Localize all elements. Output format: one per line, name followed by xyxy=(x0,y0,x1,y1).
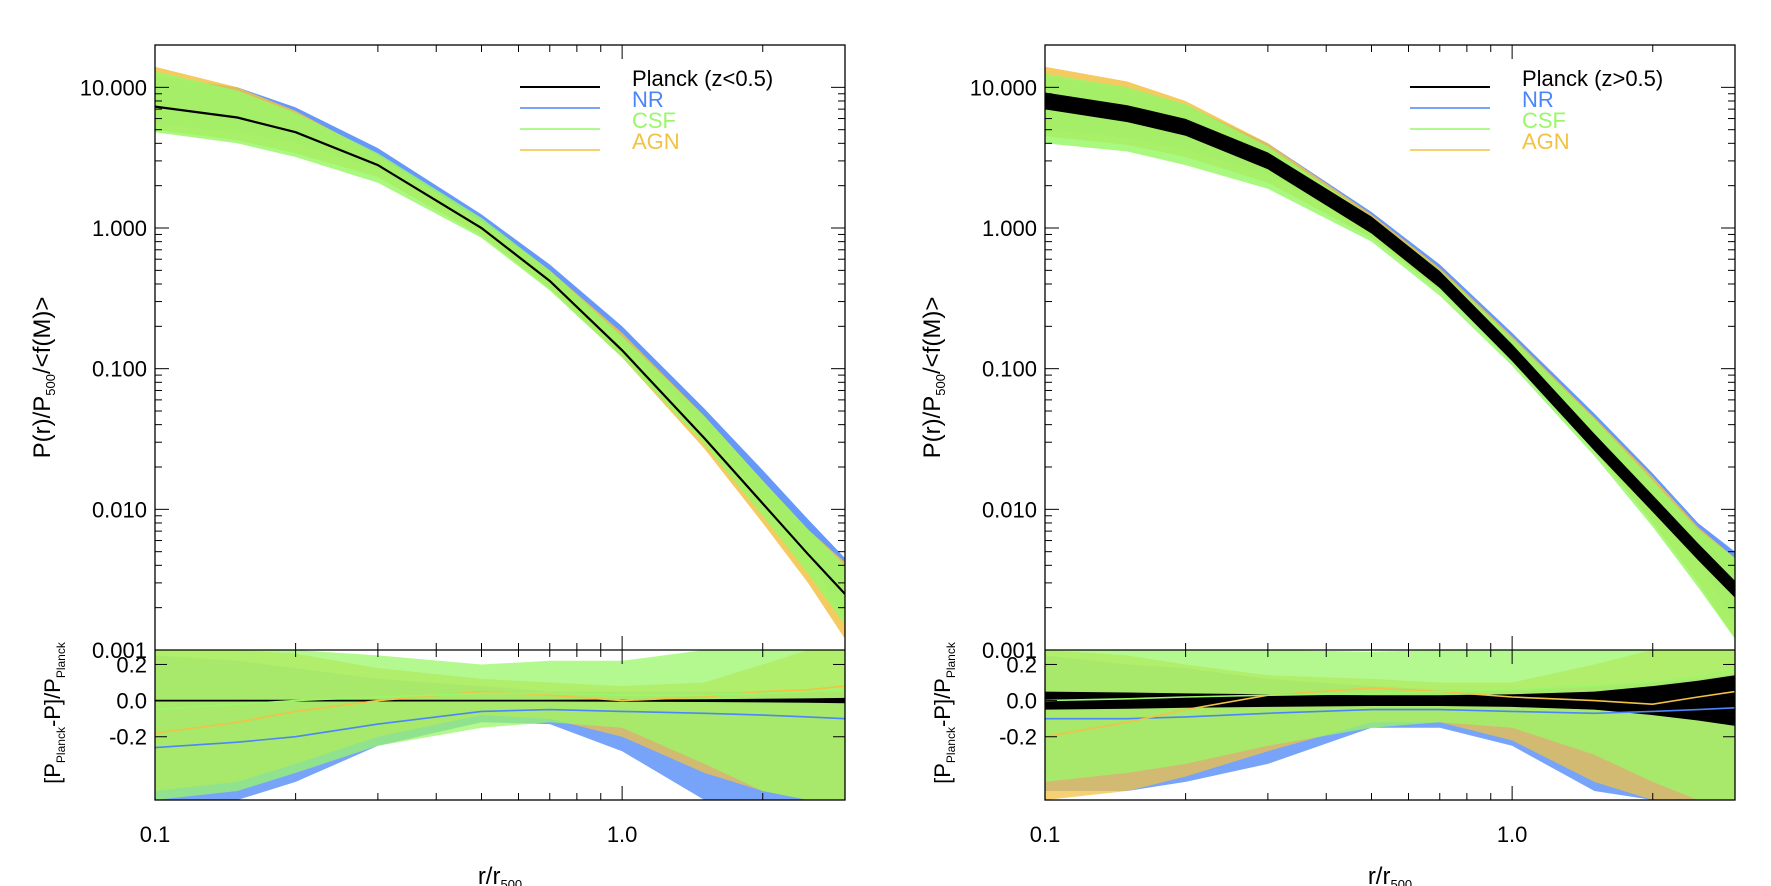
csf-band xyxy=(1045,73,1735,639)
nr-residual-line xyxy=(155,708,845,749)
csf-band xyxy=(155,71,845,626)
residual-label-sub1: Planck xyxy=(54,726,68,763)
y-tick-label: 0.010 xyxy=(92,497,147,522)
residual-y-tick-label: -0.2 xyxy=(999,725,1037,750)
main-plot-area xyxy=(1045,66,1735,639)
residual-label-sub2: Planck xyxy=(944,641,958,678)
y-axis-label-b: /<f(M)> xyxy=(919,297,946,374)
y-tick-label: 10.000 xyxy=(970,75,1037,100)
legend-label: CSF xyxy=(632,108,676,133)
y-tick-label: 1.000 xyxy=(982,216,1037,241)
y-tick-label: 0.100 xyxy=(982,357,1037,382)
x-axis-label-sub: 500 xyxy=(500,877,522,886)
y-axis-label-a: P(r)/P xyxy=(919,396,946,459)
csf-residual-line xyxy=(155,689,845,711)
residual-label-a: [P xyxy=(930,763,955,784)
axes-frame xyxy=(154,44,846,801)
residual-label-sub1: Planck xyxy=(944,726,958,763)
residual-y-tick-label: 0.2 xyxy=(116,652,147,677)
y-axis-label: P(r)/P500/<f(M)> xyxy=(29,297,58,459)
x-axis-label-main: r/r xyxy=(478,863,501,886)
y-tick-label: 10.000 xyxy=(80,75,147,100)
residual-label-b: -P]/P xyxy=(40,678,65,727)
x-axis-label-sub: 500 xyxy=(1390,877,1412,886)
planck-line xyxy=(1045,99,1735,591)
x-axis-label-main: r/r xyxy=(1368,863,1391,886)
axes-frame xyxy=(1044,44,1736,801)
csf-residual-line xyxy=(1045,669,1735,702)
y-tick-label: 0.010 xyxy=(982,497,1037,522)
agn-residual-line xyxy=(155,685,845,734)
y-tick-label: 1.000 xyxy=(92,216,147,241)
y-tick-label: 0.100 xyxy=(92,357,147,382)
residual-y-tick-label: 0.0 xyxy=(116,689,147,714)
legend-label: CSF xyxy=(1522,108,1566,133)
y-axis-label-b: /<f(M)> xyxy=(29,297,56,374)
nr-band xyxy=(1045,76,1735,626)
residual-plot-area xyxy=(1045,650,1735,800)
x-tick-label: 1.0 xyxy=(1497,822,1528,847)
y-axis-label-a: P(r)/P xyxy=(29,396,56,459)
csf-residual-band xyxy=(155,650,845,800)
legend-label: AGN xyxy=(632,129,680,154)
residual-label-b: -P]/P xyxy=(930,678,955,727)
residual-label-a: [P xyxy=(40,763,65,784)
residual-label-sub2: Planck xyxy=(54,641,68,678)
y-tick-label: 0.001 xyxy=(982,638,1037,663)
main-plot-area xyxy=(155,66,845,639)
legend-label: Planck (z<0.5) xyxy=(632,66,773,91)
residual-y-tick-label: 0.0 xyxy=(1006,689,1037,714)
legend-label: NR xyxy=(1522,87,1554,112)
nr-residual-line xyxy=(1045,707,1735,720)
legend-label: Planck (z>0.5) xyxy=(1522,66,1663,91)
y-axis-label: P(r)/P500/<f(M)> xyxy=(919,297,948,459)
residual-plot-area xyxy=(155,650,845,800)
residual-y-axis-label: [PPlanck-P]/PPlanck xyxy=(930,641,958,784)
x-tick-label: 1.0 xyxy=(607,822,638,847)
x-axis-label: r/r500 xyxy=(1368,863,1412,886)
residual-y-tick-label: -0.2 xyxy=(109,725,147,750)
legend-label: AGN xyxy=(1522,129,1570,154)
x-tick-label: 0.1 xyxy=(1030,822,1061,847)
legend-label: NR xyxy=(632,87,664,112)
residual-y-tick-label: 0.2 xyxy=(1006,652,1037,677)
planck-residual-band xyxy=(155,697,845,704)
y-tick-label: 0.001 xyxy=(92,638,147,663)
y-axis-label-sub: 500 xyxy=(43,374,58,396)
y-axis-label-sub: 500 xyxy=(933,374,948,396)
planck-residual-band xyxy=(1045,675,1735,726)
x-axis-label: r/r500 xyxy=(478,863,522,886)
residual-y-axis-label: [PPlanck-P]/PPlanck xyxy=(40,641,68,784)
planck-band xyxy=(1045,92,1735,598)
planck-line xyxy=(155,105,845,595)
agn-band xyxy=(155,66,845,639)
x-tick-label: 0.1 xyxy=(140,822,171,847)
nr-band xyxy=(155,76,845,622)
